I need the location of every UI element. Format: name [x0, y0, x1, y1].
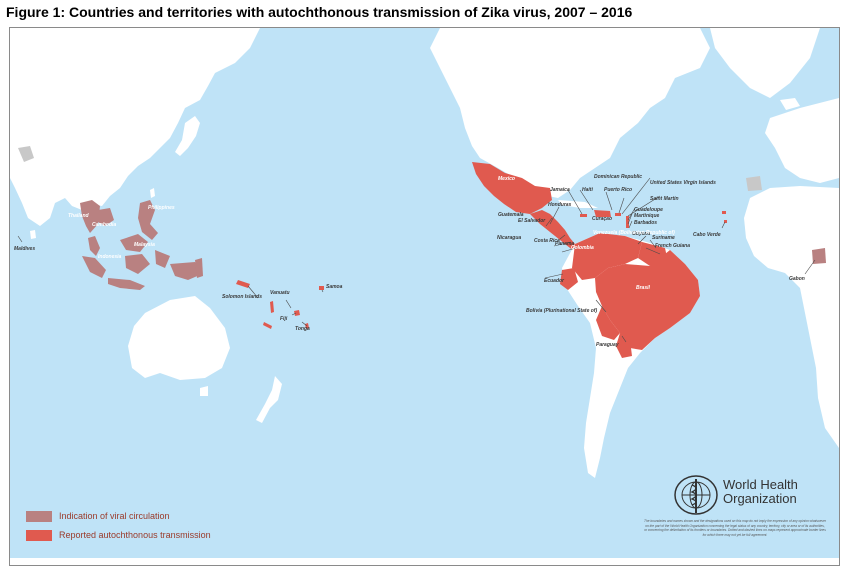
region-samoa	[319, 286, 324, 290]
region-cabo-verde	[722, 211, 726, 214]
region-philippines	[138, 200, 158, 240]
label-gabon: Gabon	[789, 276, 805, 282]
land-new-zealand	[256, 376, 282, 423]
who-wordmark: World Health Organization	[723, 478, 798, 506]
region-puerto-rico	[615, 213, 621, 216]
label-panama: Panama	[555, 241, 574, 247]
label-cabo-verde: Cabo Verde	[693, 232, 721, 238]
land-greenland	[710, 28, 820, 98]
label-solomon-islands: Solomon Islands	[222, 294, 262, 300]
region-gabon	[812, 248, 826, 264]
label-paraguay: Paraguay	[596, 342, 619, 348]
map-disclaimer: The boundaries and names shown and the d…	[644, 519, 826, 537]
label-curacao: Curaçao	[592, 216, 612, 222]
map-svg: Maldives Thailand Cambodia Philippines M…	[10, 28, 839, 565]
who-name-line2: Organization	[723, 491, 797, 506]
label-thailand: Thailand	[68, 213, 90, 219]
label-haiti: Haiti	[582, 187, 593, 193]
land-tasmania	[200, 386, 208, 396]
label-costa-rica: Costa Rica	[534, 238, 560, 244]
land-iceland	[780, 98, 800, 110]
label-vanuatu: Vanuatu	[270, 290, 290, 296]
label-us-virgin-islands: United States Virgin Islands	[650, 180, 716, 186]
label-colombia: Colombia	[571, 245, 594, 251]
region-ecuador	[560, 268, 578, 290]
figure-title: Figure 1: Countries and territories with…	[6, 4, 633, 20]
legend-label-viral-circulation: Indication of viral circulation	[59, 511, 170, 521]
label-martinique: Martinique	[634, 213, 659, 219]
legend-swatch-viral-circulation	[26, 511, 52, 522]
land-cuba	[558, 200, 598, 208]
region-mexico	[472, 162, 552, 214]
label-venezuela: Venezuela (Bolivarian Republic of)	[593, 230, 675, 236]
who-emblem-icon	[672, 473, 720, 517]
region-solomon	[236, 280, 250, 288]
label-honduras: Honduras	[548, 202, 572, 208]
label-french-guiana: French Guiana	[655, 243, 690, 249]
label-barbados: Barbados	[634, 220, 657, 226]
land-taiwan	[150, 188, 155, 198]
region-vanuatu	[270, 301, 274, 313]
label-ecuador: Ecuador	[544, 278, 565, 284]
region-brasil	[595, 250, 700, 350]
region-new-caledonia	[263, 322, 272, 329]
land-asia	[10, 28, 260, 226]
region-fiji	[294, 310, 300, 316]
label-suriname: Suriname	[652, 235, 675, 241]
region-jamaica	[580, 214, 587, 217]
region-thailand	[80, 200, 100, 233]
region-paraguay	[616, 333, 632, 358]
land-japan	[175, 116, 200, 156]
label-brasil: Brasil	[636, 285, 651, 291]
legend-swatch-reported-transmission	[26, 530, 52, 541]
land-europe	[765, 98, 839, 183]
land-grey-africa	[746, 176, 762, 191]
region-indonesia	[82, 250, 202, 290]
label-tonga: Tonga	[295, 326, 310, 332]
label-philippines: Philippines	[148, 205, 175, 211]
who-name-line1: World Health	[723, 477, 798, 492]
region-central-america	[530, 210, 586, 254]
label-cambodia: Cambodia	[92, 222, 116, 228]
label-bolivia: Bolivia (Plurinational State of)	[526, 308, 597, 314]
region-png	[195, 258, 203, 278]
region-malaysia	[88, 234, 148, 256]
label-fiji: Fiji	[280, 316, 288, 322]
region-bolivia	[596, 306, 620, 340]
label-saint-martin: Saint Martin	[650, 196, 679, 202]
legend-label-reported-transmission: Reported autochthonous transmission	[59, 530, 211, 540]
region-cambodia	[98, 208, 114, 226]
land-grey-asia	[18, 146, 34, 162]
label-guadeloupe: Guadeloupe	[634, 207, 663, 213]
region-venezuela-colombia	[572, 233, 642, 280]
label-malaysia: Malaysia	[134, 242, 155, 248]
label-nicaragua: Nicaragua	[497, 235, 521, 241]
label-samoa: Samoa	[326, 284, 343, 290]
label-dominican-republic: Dominican Republic	[594, 174, 642, 180]
label-mexico: Mexico	[498, 176, 515, 182]
label-maldives: Maldives	[14, 246, 35, 252]
leader-lines	[17, 177, 816, 343]
label-jamaica: Jamaica	[550, 187, 570, 193]
land-australia	[128, 296, 230, 380]
land-north-america	[430, 28, 710, 198]
label-el-salvador: El Salvador	[518, 218, 546, 224]
label-puerto-rico: Puerto Rico	[604, 187, 632, 193]
world-map: Maldives Thailand Cambodia Philippines M…	[9, 27, 840, 566]
region-hispaniola	[594, 210, 611, 217]
land-antarctica	[10, 558, 839, 565]
label-guatemala: Guatemala	[498, 212, 524, 218]
land-sri-lanka	[30, 230, 36, 239]
label-indonesia: Indonesia	[98, 254, 122, 260]
label-guyana: Guyana	[632, 231, 651, 237]
